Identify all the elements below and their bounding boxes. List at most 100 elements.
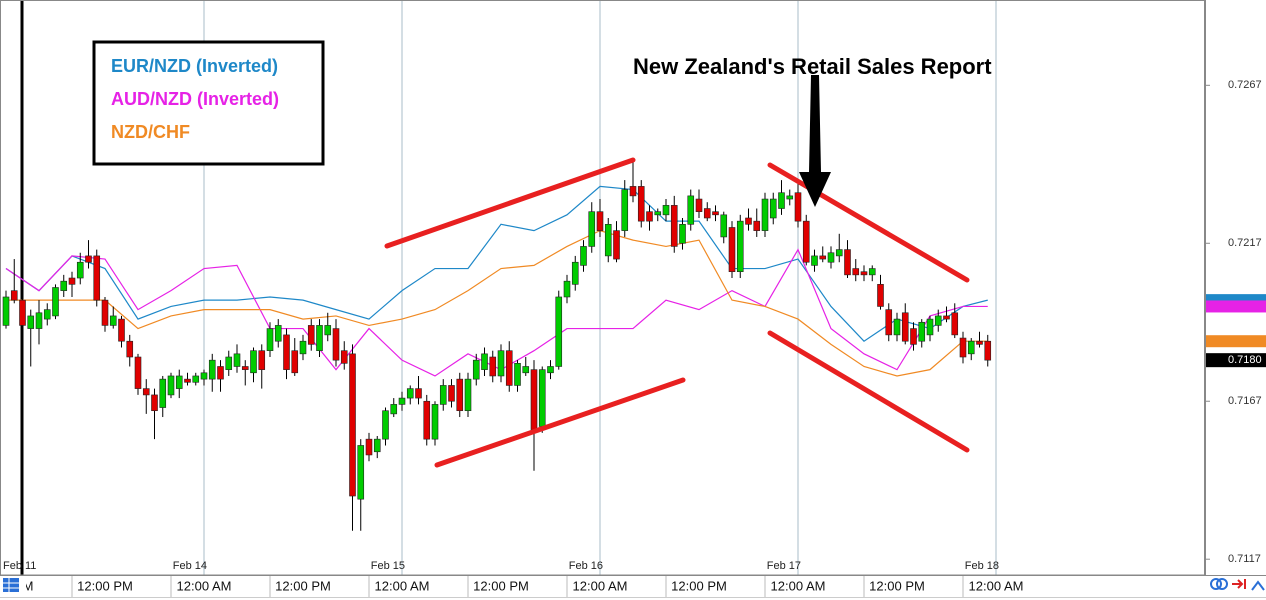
candle-body [621,189,629,231]
candle-body [481,353,488,370]
candle-body [852,268,860,276]
scroll-icon[interactable] [1251,580,1265,591]
candle-body [349,353,356,497]
candle-body [720,214,728,238]
candle-body [316,325,323,351]
candle-body [613,230,620,260]
candle-body [464,378,472,412]
date-label: Feb 16 [569,560,603,572]
candle-body [695,198,703,212]
trend-line [767,330,970,453]
trend-line [434,377,686,468]
candle-body [745,217,752,225]
x-tick-label: 12:00 AM [573,578,628,593]
candle-body [415,388,422,399]
candle-body [291,350,299,374]
candle-body [976,340,983,345]
x-tick-label: 12:00 PM [275,578,331,593]
candle-body [357,445,365,500]
candle-body [431,404,439,440]
candle-body [951,312,959,336]
candle-body [200,372,208,380]
candle-body [43,309,51,320]
candle-body [926,318,934,336]
candle-body [629,186,637,197]
candle-body [670,205,678,247]
candle-body [679,224,686,244]
axes: 0.7267 0.7217 0.7167 0.7117 Feb 11 Feb 14 Feb … [3,79,1266,597]
y-tick-label: 0.7217 [1228,237,1262,249]
candle-body [439,385,447,405]
current-price-box [1206,353,1266,368]
candle-body [192,375,200,383]
candle-body [538,369,546,427]
candle-body [811,255,818,266]
trend-line [384,157,636,249]
trend-line [767,162,970,283]
arrow [799,75,831,207]
candle-body [637,186,645,222]
candle-body [398,397,406,405]
candle-body [712,211,719,216]
candle-body [703,208,711,219]
legend-label: NZD/CHF [111,122,190,142]
candle-body [497,350,505,377]
legend-label: EUR/NZD (Inverted) [111,56,278,76]
candle-body [307,325,315,345]
candle-body [151,394,158,412]
candle-body [60,280,68,291]
candle-body [266,328,274,351]
legend: EUR/NZD (Inverted) AUD/NZD (Inverted) NZD/… [111,56,279,142]
candle-body [736,220,744,273]
candle-body [93,255,101,301]
candle-body [802,220,810,263]
date-label: Feb 14 [173,560,207,572]
candle-body [654,211,662,216]
candle-body [10,290,18,301]
current-price-label: 0.7180 [1228,354,1262,366]
candle-body [283,334,290,370]
candle-body [646,211,653,222]
candle-body [159,378,167,408]
candle-body [217,366,224,380]
toolbar-icons[interactable] [1210,578,1265,591]
candle-body [860,271,868,276]
y-tick-label: 0.7267 [1228,79,1262,91]
candle-body [250,350,257,374]
candle-body [489,356,497,377]
overlay-line [5,185,988,342]
candle-body [580,246,587,266]
time-labels: 12:00 AM 12:00 PM 12:00 AM 12:00 PM 12:00 AM… [26,578,1024,593]
candle-body [662,205,670,216]
candle-body [959,337,967,358]
candle-body [35,312,43,329]
candle-body [877,284,884,307]
candle-body [778,192,785,209]
candle-body [563,280,571,298]
link-icon [1216,578,1228,590]
goto-end-icon[interactable] [1232,579,1244,589]
grid-icon [3,578,19,592]
link-icon[interactable] [1210,578,1222,590]
candle-body [390,404,398,415]
x-tick-label: 12:00 AM [969,578,1024,593]
series-last-marker [1206,300,1266,313]
candle-body [547,366,554,374]
candle-body [101,299,109,326]
candle-body [893,318,901,336]
candle-body [27,315,35,329]
candle-body [934,315,942,326]
candle-body [324,325,332,336]
candle-body [555,296,563,367]
candle-body [769,198,777,219]
candle-body [448,385,455,402]
candle-body [406,388,414,399]
candle-body [761,198,769,231]
candle-body [274,325,282,342]
date-label: Feb 17 [767,560,801,572]
candle-body [340,350,348,364]
candle-body [126,340,134,358]
candle-body [918,321,926,342]
x-tick-label: 12:00 AM [177,578,232,593]
